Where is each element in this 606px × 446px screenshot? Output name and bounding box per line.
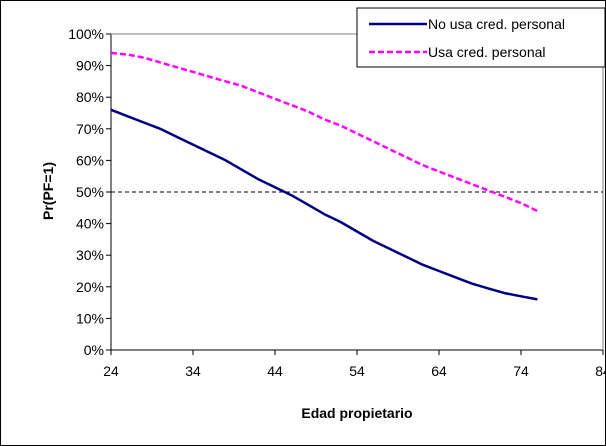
series-group <box>110 51 538 301</box>
y-tick-label: 40% <box>76 216 104 232</box>
y-tick-label: 100% <box>68 26 104 42</box>
y-axis-ticks: 0% 10% 20% 30% 40% 50% 60% 70% 80% 90% 100% <box>68 26 111 358</box>
y-tick-label: 70% <box>76 121 104 137</box>
x-tick-label: 54 <box>349 363 365 379</box>
x-axis-title: Edad propietario <box>301 405 412 421</box>
y-tick-label: 90% <box>76 58 104 74</box>
x-tick-label: 24 <box>103 363 119 379</box>
series-line-1 <box>110 108 538 301</box>
x-tick-label: 34 <box>185 363 201 379</box>
y-tick-label: 80% <box>76 89 104 105</box>
y-tick-label: 20% <box>76 279 104 295</box>
x-axis-ticks: 24 34 44 54 64 74 84 <box>103 350 606 379</box>
y-tick-label: 10% <box>76 310 104 326</box>
y-tick-label: 30% <box>76 247 104 263</box>
y-tick-label: 60% <box>76 152 104 168</box>
x-tick-label: 74 <box>513 363 529 379</box>
legend-box <box>356 7 606 68</box>
x-tick-label: 44 <box>267 363 283 379</box>
y-tick-label: 50% <box>76 184 104 200</box>
x-tick-label: 84 <box>595 363 606 379</box>
series-line-2 <box>110 51 538 213</box>
y-axis-title: Pr(PF=1) <box>40 162 56 220</box>
legend: No usa cred. personal Usa cred. personal <box>356 7 606 68</box>
y-tick-label: 0% <box>84 342 104 358</box>
legend-label-2: Usa cred. personal <box>428 44 546 60</box>
legend-label-1: No usa cred. personal <box>428 16 565 32</box>
x-tick-label: 64 <box>431 363 447 379</box>
